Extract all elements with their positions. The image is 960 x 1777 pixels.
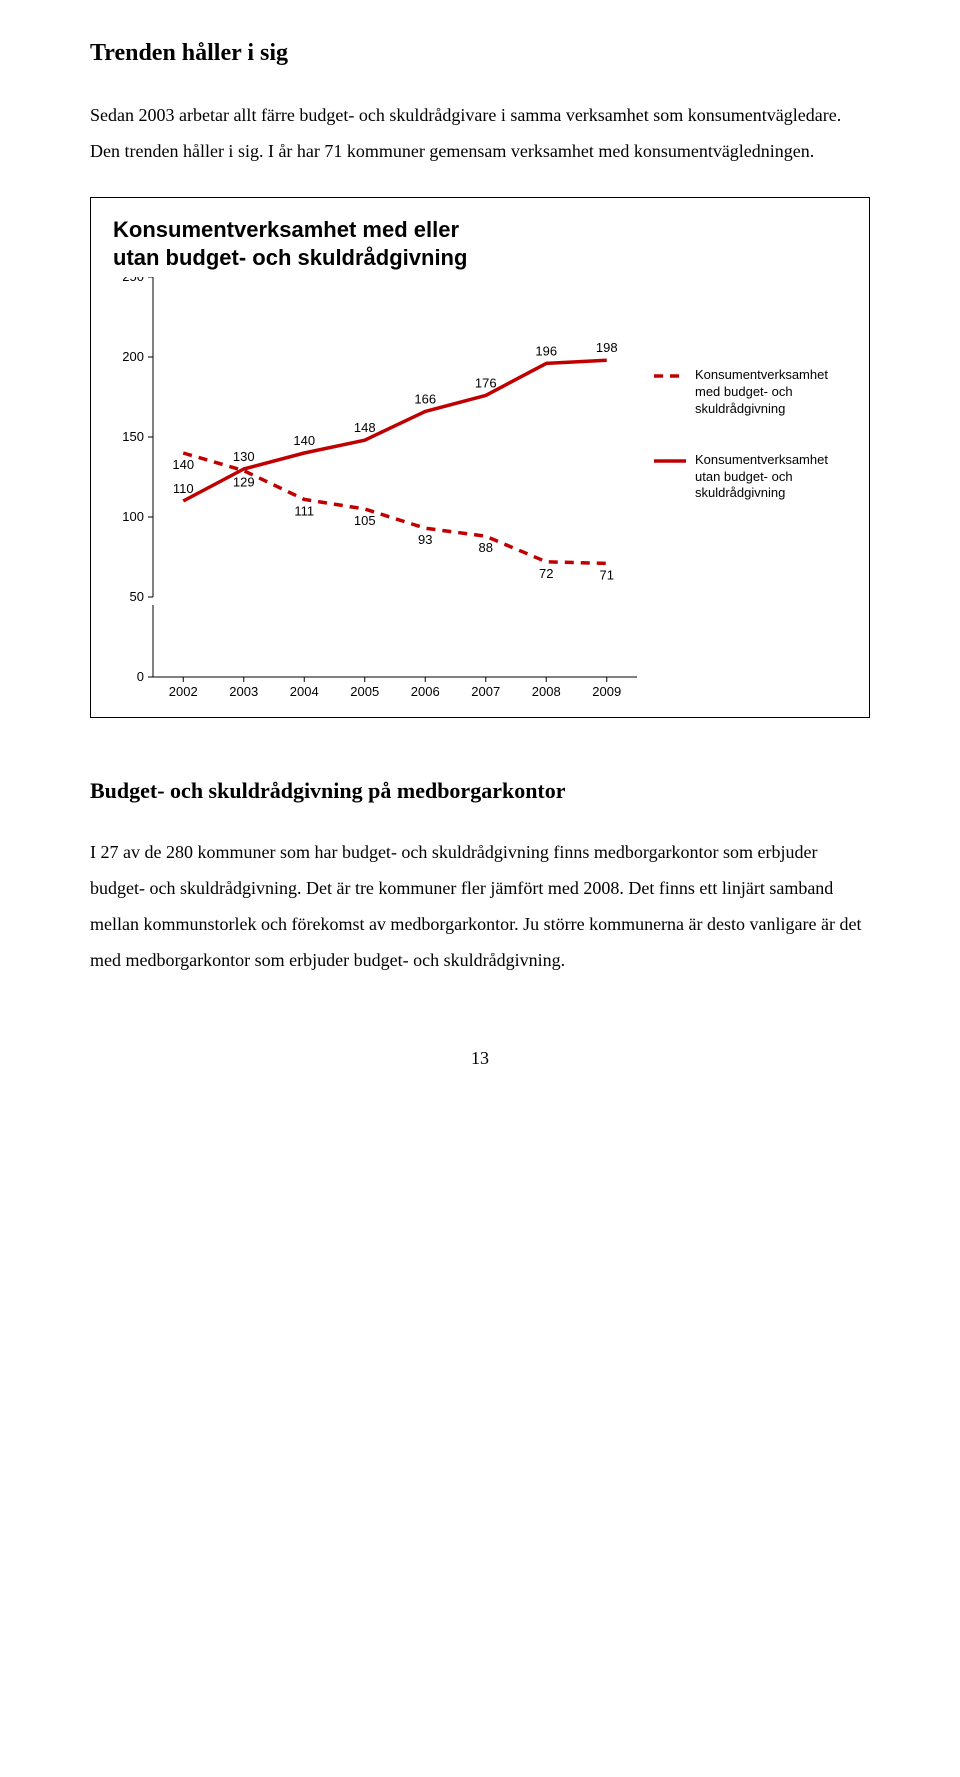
svg-text:200: 200 — [122, 349, 144, 364]
svg-text:129: 129 — [233, 475, 255, 490]
chart-title: Konsumentverksamhet med eller utan budge… — [113, 216, 853, 271]
svg-text:140: 140 — [172, 457, 194, 472]
legend-item-utan: Konsumentverksamhet utan budget- och sku… — [653, 452, 843, 503]
svg-text:250: 250 — [122, 277, 144, 284]
svg-text:2004: 2004 — [290, 684, 319, 699]
legend-swatch-dashed — [653, 369, 687, 383]
svg-text:130: 130 — [233, 449, 255, 464]
svg-text:2002: 2002 — [169, 684, 198, 699]
svg-text:88: 88 — [479, 540, 493, 555]
subheading: Budget- och skuldrådgivning på medborgar… — [90, 778, 870, 804]
svg-text:198: 198 — [596, 340, 618, 355]
legend-label-med: Konsumentverksamhet med budget- och skul… — [695, 367, 843, 418]
svg-text:140: 140 — [293, 433, 315, 448]
legend-swatch-solid — [653, 454, 687, 468]
svg-text:2003: 2003 — [229, 684, 258, 699]
legend-label-utan: Konsumentverksamhet utan budget- och sku… — [695, 452, 843, 503]
svg-text:100: 100 — [122, 509, 144, 524]
page-number: 13 — [90, 1048, 870, 1069]
chart-legend: Konsumentverksamhet med budget- och skul… — [653, 367, 843, 536]
svg-text:176: 176 — [475, 375, 497, 390]
svg-text:2007: 2007 — [471, 684, 500, 699]
intro-paragraph: Sedan 2003 arbetar allt färre budget- oc… — [90, 97, 870, 169]
svg-text:50: 50 — [130, 589, 144, 604]
svg-text:2008: 2008 — [532, 684, 561, 699]
svg-text:166: 166 — [414, 391, 436, 406]
svg-text:105: 105 — [354, 513, 376, 528]
svg-text:148: 148 — [354, 420, 376, 435]
svg-text:72: 72 — [539, 566, 553, 581]
chart-plot: 0 50 100 150 200 250 2002 2003 2004 2005 2006 2007 2… — [107, 277, 647, 707]
svg-text:71: 71 — [600, 567, 614, 582]
svg-text:93: 93 — [418, 532, 432, 547]
svg-text:0: 0 — [137, 669, 144, 684]
chart-container: Konsumentverksamhet med eller utan budge… — [90, 197, 870, 718]
svg-text:111: 111 — [294, 503, 314, 518]
chart-title-line1: Konsumentverksamhet med eller — [113, 217, 459, 242]
svg-text:196: 196 — [535, 343, 557, 358]
svg-text:2006: 2006 — [411, 684, 440, 699]
body-paragraph: I 27 av de 280 kommuner som har budget- … — [90, 834, 870, 978]
svg-text:150: 150 — [122, 429, 144, 444]
svg-text:2005: 2005 — [350, 684, 379, 699]
svg-text:110: 110 — [173, 481, 194, 496]
page-title: Trenden håller i sig — [90, 40, 870, 67]
chart-title-line2: utan budget- och skuldrådgivning — [113, 245, 467, 270]
legend-item-med: Konsumentverksamhet med budget- och skul… — [653, 367, 843, 418]
svg-text:2009: 2009 — [592, 684, 621, 699]
